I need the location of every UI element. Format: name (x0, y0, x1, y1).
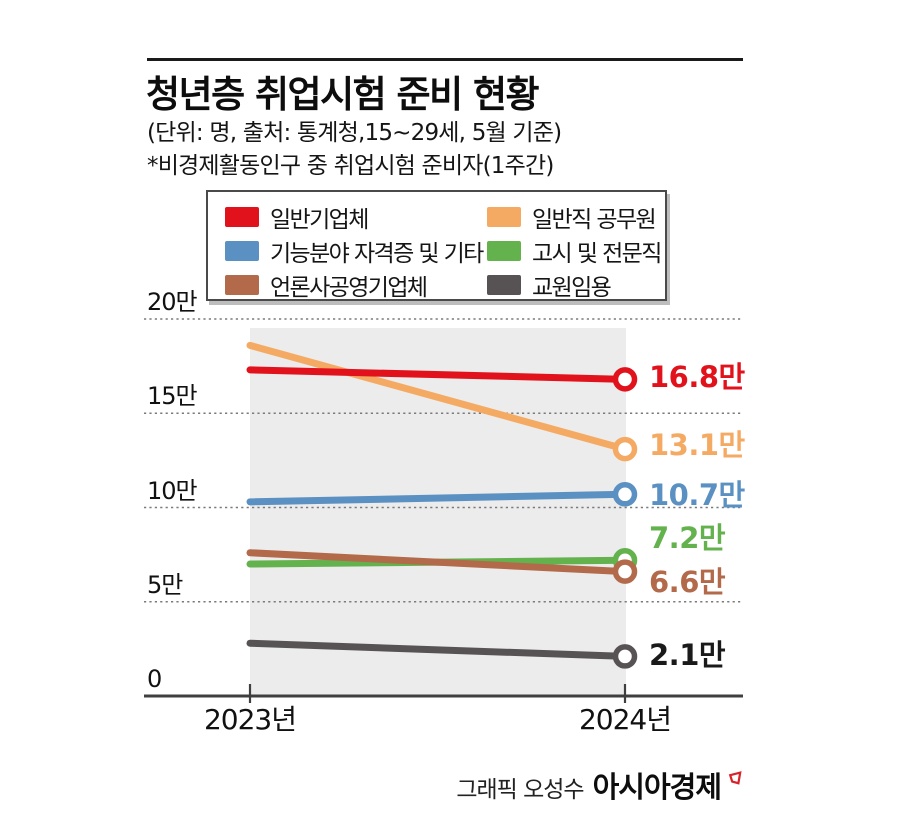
legend-label-teacher-appointment: 교원임용 (532, 275, 612, 301)
series-line-0 (246, 366, 629, 383)
brand-logo-text: 아시아경제 (592, 770, 722, 804)
legend-label-media-public-corp: 언론사공영기업체 (270, 275, 428, 301)
chart-footnote: *비경제활동인구 중 취업시험 준비자(1주간) (147, 153, 554, 179)
y-axis-label-5: 5만 (147, 570, 183, 599)
value-label-teacher-appointment: 2.1만 (649, 638, 726, 673)
series-line-1 (246, 341, 629, 453)
legend-swatch-red (225, 207, 259, 227)
value-label-media-public-corp: 6.6만 (649, 564, 726, 599)
legend-swatch-orange (487, 207, 521, 227)
series-line-4 (246, 549, 629, 576)
value-label-general-company: 16.8만 (649, 360, 745, 395)
legend-item-civil-servant: 일반직 공무원 (487, 200, 659, 234)
brand-mark-icon (728, 771, 742, 785)
y-axis-label-15: 15만 (147, 382, 198, 411)
end-marker-5 (612, 644, 638, 669)
legend-box: 일반기업체 일반직 공무원 기능분야 자격증 및 기타 고시 및 전문직 언론사… (206, 190, 667, 301)
legend-item-certificates-etc: 기능분야 자격증 및 기타 (225, 234, 487, 268)
end-marker-1 (612, 436, 638, 462)
y-axis-label-10: 10만 (147, 476, 198, 505)
legend-label-state-exam-professional: 고시 및 전문직 (532, 241, 662, 267)
value-label-civil-servant: 13.1만 (649, 428, 745, 463)
series-line-3 (246, 556, 629, 568)
legend-swatch-gray (487, 275, 521, 295)
value-label-state-exam-professional: 7.2만 (649, 521, 726, 556)
legend-label-certificates-etc: 기능분야 자격증 및 기타 (270, 241, 484, 267)
legend-swatch-green (487, 241, 521, 261)
top-rule (147, 58, 743, 61)
legend-swatch-brown (225, 275, 259, 295)
value-label-certificates-etc: 10.7만 (649, 478, 745, 513)
end-marker-3 (612, 548, 638, 573)
end-marker-2 (612, 482, 638, 507)
legend-label-civil-servant: 일반직 공무원 (532, 207, 657, 233)
chart-subtitle: (단위: 명, 출처: 통계청,15~29세, 5월 기준) (147, 120, 562, 146)
page-title: 청년층 취업시험 준비 현황 (146, 73, 540, 116)
end-marker-4 (612, 559, 638, 584)
credit-text: 그래픽 오성수 (456, 777, 584, 803)
year-highlight-band (250, 328, 626, 696)
legend-item-teacher-appointment: 교원임용 (487, 268, 659, 302)
series-line-2 (246, 490, 629, 506)
legend-item-general-company: 일반기업체 (225, 200, 487, 234)
y-axis-label-0: 0 (147, 665, 162, 693)
y-axis-label-20: 20만 (147, 288, 198, 316)
x-axis-label-2024: 2024년 (578, 703, 672, 736)
legend-item-state-exam-professional: 고시 및 전문직 (487, 234, 662, 268)
end-marker-0 (612, 367, 638, 392)
credit: 그래픽 오성수 아시아경제 (456, 764, 742, 806)
legend-item-media-public-corp: 언론사공영기업체 (225, 268, 487, 302)
x-axis-label-2023: 2023년 (203, 703, 297, 736)
legend-swatch-blue (225, 241, 259, 261)
series-line-5 (246, 639, 629, 660)
legend-label-general-company: 일반기업체 (270, 207, 369, 233)
